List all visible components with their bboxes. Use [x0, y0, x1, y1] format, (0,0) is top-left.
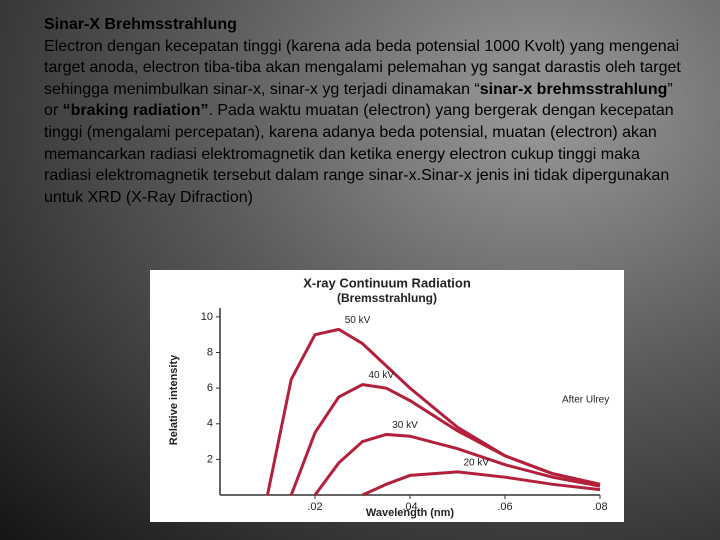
- series-label: 50 kV: [345, 315, 371, 326]
- text-block: Sinar-X Brehmsstrahlung Electron dengan …: [44, 14, 684, 208]
- y-tick-label: 4: [207, 418, 213, 430]
- y-tick-label: 6: [207, 382, 213, 394]
- chart-subtitle: (Bremsstrahlung): [337, 291, 437, 305]
- y-axis-label: Relative intensity: [168, 354, 180, 445]
- text-run: . Pada waktu muatan (electron) yang berg…: [44, 102, 674, 206]
- text-run: ” or: [44, 80, 673, 120]
- line: [266, 327, 601, 496]
- text-run: sinar-x brehmsstrahlung: [479, 80, 668, 98]
- x-tick-label: .06: [497, 501, 512, 513]
- y-tick-label: 8: [207, 346, 213, 358]
- chart: X-ray Continuum Radiation (Bremsstrahlun…: [150, 270, 624, 522]
- y-tick-label: 2: [207, 453, 213, 465]
- slide-body: Electron dengan kecepatan tinggi (karena…: [44, 36, 684, 209]
- text-run: “braking radiation”: [62, 102, 209, 120]
- x-tick-label: .08: [592, 501, 607, 513]
- slide-title: Sinar-X Brehmsstrahlung: [44, 16, 237, 33]
- series-label: 40 kV: [369, 370, 395, 381]
- line: [313, 432, 601, 496]
- x-tick-label: .02: [307, 501, 322, 513]
- x-tick-label: .04: [402, 501, 417, 513]
- chart-title: X-ray Continuum Radiation: [303, 275, 471, 290]
- text-run: Electron dengan kecepatan tinggi (karena…: [44, 37, 681, 98]
- y-tick-label: 10: [201, 311, 213, 323]
- x-axis-label: Wavelength (nm): [366, 507, 455, 519]
- series-label: 30 kV: [392, 420, 418, 431]
- annotation: After Ulrey: [562, 395, 609, 406]
- series-label: 20 kV: [464, 457, 490, 468]
- line: [361, 470, 601, 497]
- line: [289, 383, 601, 496]
